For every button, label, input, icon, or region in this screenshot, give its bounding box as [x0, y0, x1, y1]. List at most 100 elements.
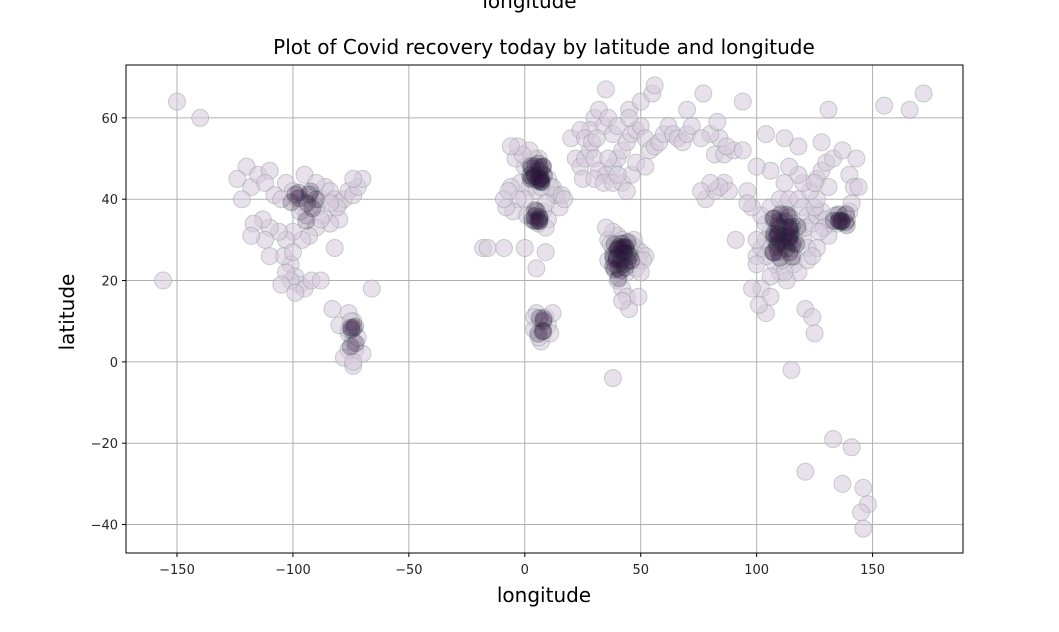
data-point: [532, 172, 551, 191]
y-tick-label: 40: [101, 193, 118, 208]
data-point: [618, 251, 637, 270]
data-point: [620, 108, 639, 127]
data-point: [608, 165, 627, 184]
data-point: [521, 169, 540, 188]
data-point: [609, 240, 628, 259]
data-point: [530, 308, 549, 327]
data-point: [344, 319, 363, 338]
data-point: [900, 100, 919, 119]
data-point: [533, 322, 552, 341]
data-point: [854, 519, 873, 538]
data-point: [342, 320, 361, 339]
data-point: [782, 239, 801, 257]
data-point: [636, 157, 655, 176]
data-point: [780, 221, 799, 240]
data-point: [771, 232, 790, 251]
data-point: [346, 317, 365, 336]
data-point: [733, 92, 752, 111]
data-point: [782, 361, 801, 379]
data-point: [541, 324, 560, 343]
data-point: [622, 251, 641, 270]
data-point: [618, 244, 637, 263]
data-point: [604, 257, 623, 276]
data-point: [849, 178, 868, 196]
data-point: [168, 92, 187, 111]
data-point: [783, 234, 802, 253]
data-point: [341, 312, 360, 331]
data-point: [620, 239, 639, 257]
data-point: [747, 157, 766, 176]
data-point: [534, 309, 553, 328]
y-axis-ticks: −40 −20 0 20 40 60: [91, 112, 126, 534]
data-point: [525, 207, 544, 226]
x-tick-label: −100: [275, 563, 311, 578]
data-point: [286, 283, 305, 302]
x-tick-label: −50: [395, 563, 422, 578]
data-point: [875, 96, 894, 115]
data-point: [478, 239, 497, 257]
data-point: [682, 117, 701, 135]
data-point: [781, 233, 800, 252]
data-point: [764, 209, 783, 228]
data-point: [608, 240, 627, 259]
data-point: [767, 228, 786, 247]
data-point: [769, 243, 788, 262]
data-point: [743, 279, 762, 298]
data-point: [768, 216, 787, 235]
data-point: [536, 243, 555, 262]
data-point: [300, 185, 319, 204]
data-point: [612, 234, 631, 253]
data-point: [604, 246, 623, 265]
data-point: [607, 248, 626, 267]
data-point: [771, 248, 790, 267]
data-point: [521, 166, 540, 185]
data-point: [362, 279, 381, 298]
data-point: [616, 237, 635, 256]
data-point: [717, 137, 736, 156]
data-point: [774, 232, 793, 251]
data-point: [629, 287, 648, 306]
data-point: [530, 211, 549, 230]
data-point: [780, 218, 799, 237]
data-point: [522, 157, 541, 176]
data-point: [596, 218, 615, 237]
data-point: [311, 210, 330, 229]
data-point: [529, 324, 548, 343]
data-point: [344, 169, 363, 188]
data-point: [645, 76, 664, 95]
data-point: [587, 129, 606, 148]
data-point: [782, 247, 801, 266]
data-point: [764, 243, 783, 262]
data-point: [805, 324, 824, 343]
x-axis-ticks: −150 −100 −50 0 50 100 150: [159, 553, 885, 578]
data-point: [536, 218, 555, 237]
data-point: [321, 194, 340, 213]
data-point: [596, 80, 615, 99]
x-tick-label: 0: [521, 563, 529, 578]
data-point: [534, 157, 553, 176]
data-point: [228, 169, 247, 188]
data-point: [609, 237, 628, 256]
data-point: [525, 165, 544, 184]
x-tick-label: 150: [860, 563, 885, 578]
data-point: [531, 168, 550, 187]
data-point: [612, 250, 631, 269]
data-point: [842, 438, 861, 457]
data-point: [311, 271, 330, 290]
data-point: [832, 212, 851, 231]
data-point: [796, 462, 815, 481]
data-point: [344, 352, 363, 371]
data-point: [534, 312, 553, 331]
data-point: [616, 258, 635, 277]
data-point: [777, 205, 796, 224]
x-tick-label: 50: [632, 563, 649, 578]
data-point: [614, 238, 633, 257]
data-point: [829, 205, 848, 224]
data-point: [613, 238, 632, 257]
data-point: [290, 202, 309, 221]
data-point: [837, 216, 856, 235]
data-point: [819, 100, 838, 119]
data-point: [778, 231, 797, 250]
data-point: [764, 243, 783, 262]
data-point: [612, 240, 631, 259]
